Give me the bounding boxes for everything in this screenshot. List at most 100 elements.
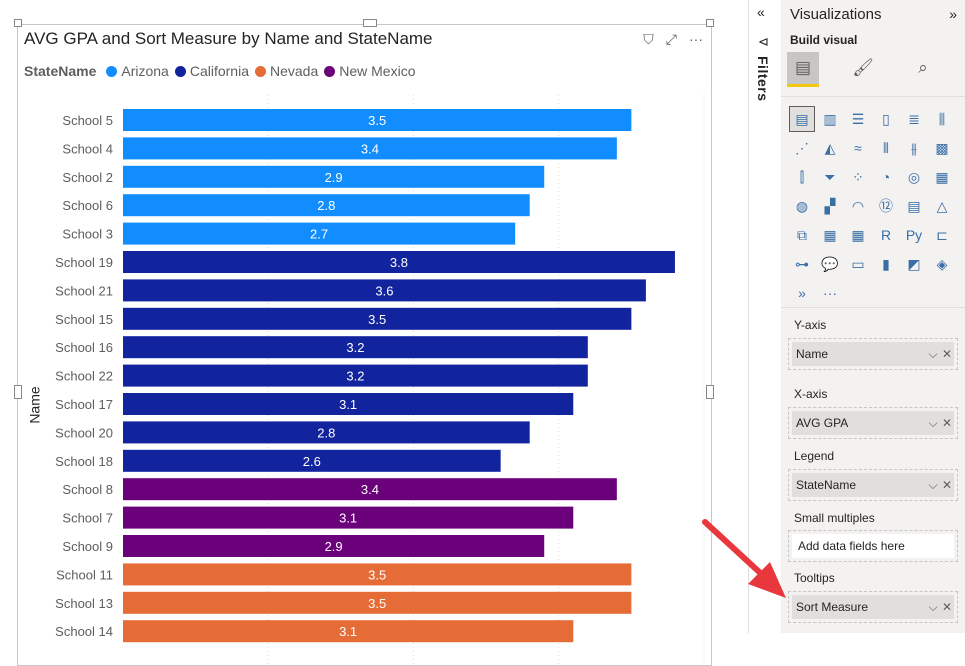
ribbon-chart-icon[interactable]: ▩: [935, 139, 949, 156]
close-icon[interactable]: ✕: [941, 478, 953, 492]
y-tick-label: School 9: [62, 539, 113, 554]
clustered-column-chart-icon[interactable]: ▯: [882, 110, 890, 127]
resize-handle-left[interactable]: [14, 385, 22, 399]
bar[interactable]: [123, 194, 530, 217]
tooltips-field-pill[interactable]: Sort Measure ⌵ ✕: [792, 595, 954, 619]
double-chevron-right-icon[interactable]: »: [949, 6, 957, 22]
donut-chart-icon[interactable]: ◎: [907, 168, 921, 185]
stacked-column-chart-icon[interactable]: ▥: [823, 110, 837, 127]
bar[interactable]: [123, 535, 545, 557]
funnel-chart-icon[interactable]: ⏷: [824, 168, 836, 185]
matrix-icon[interactable]: ▦: [851, 226, 865, 243]
resize-handle-top-left[interactable]: [14, 19, 22, 27]
bar-chart-visual[interactable]: AVG GPA and Sort Measure by Name and Sta…: [17, 24, 712, 666]
chevron-down-icon[interactable]: ⌵: [928, 477, 938, 492]
more-options-icon[interactable]: ···: [689, 31, 703, 47]
y-axis-well[interactable]: Name ⌵ ✕: [788, 338, 958, 370]
legend-field-pill[interactable]: StateName ⌵ ✕: [792, 473, 954, 497]
close-icon[interactable]: ✕: [941, 347, 953, 361]
legend-item-california[interactable]: California: [174, 63, 249, 79]
bar[interactable]: [123, 421, 530, 444]
format-visual-icon[interactable]: 🖌: [852, 58, 874, 77]
filters-label[interactable]: Filters: [755, 56, 771, 102]
analytics-icon[interactable]: ⌕: [918, 58, 928, 77]
resize-handle-top[interactable]: [363, 19, 377, 27]
pie-chart-icon[interactable]: ◔: [881, 169, 891, 185]
legend-item-new-mexico[interactable]: New Mexico: [324, 63, 416, 79]
tooltips-well[interactable]: Sort Measure ⌵ ✕: [788, 591, 958, 623]
legend-well[interactable]: StateName ⌵ ✕: [788, 469, 958, 501]
bar[interactable]: [123, 109, 632, 131]
bar[interactable]: [123, 449, 501, 472]
close-icon[interactable]: ✕: [941, 416, 953, 430]
bar[interactable]: [123, 364, 588, 387]
power-automate-icon[interactable]: ◩: [907, 255, 921, 272]
100-stacked-bar-chart-icon[interactable]: ≣: [908, 110, 920, 127]
area-chart-icon[interactable]: ◭: [824, 139, 836, 156]
chevron-down-icon[interactable]: ⌵: [928, 415, 938, 430]
legend-title: StateName: [24, 63, 97, 79]
legend-item-arizona[interactable]: Arizona: [106, 63, 169, 79]
r-visual-icon[interactable]: R: [880, 227, 892, 243]
map-icon[interactable]: ◍: [795, 197, 809, 214]
waterfall-chart-icon[interactable]: ⫿: [799, 168, 805, 185]
bar[interactable]: [123, 251, 675, 273]
power-automate-flow-icon[interactable]: »: [798, 285, 806, 301]
build-visual-icon[interactable]: ▤: [787, 52, 819, 87]
treemap-icon[interactable]: ▦: [935, 168, 949, 185]
smart-narrative-icon[interactable]: ▭: [851, 255, 865, 272]
line-chart-icon[interactable]: ⋰: [795, 139, 809, 156]
line-clustered-column-icon[interactable]: ⫴: [883, 139, 889, 156]
bar[interactable]: [123, 393, 574, 415]
scatter-chart-icon[interactable]: ⁘: [852, 168, 864, 185]
chevron-down-icon[interactable]: ⌵: [928, 599, 938, 614]
bar[interactable]: [123, 563, 632, 586]
add-data-fields-placeholder[interactable]: Add data fields here: [792, 534, 954, 558]
filter-icon[interactable]: ⛉: [643, 31, 654, 47]
line-stacked-column-icon[interactable]: ⫵: [910, 139, 918, 156]
stacked-bar-chart-icon[interactable]: ▤: [789, 106, 815, 132]
y-tick-label: School 17: [55, 397, 113, 412]
decomposition-tree-icon[interactable]: ⊶: [795, 255, 809, 272]
stacked-area-chart-icon[interactable]: ≈: [854, 140, 862, 156]
resize-handle-top-right[interactable]: [706, 19, 714, 27]
table-icon[interactable]: ▦: [823, 226, 837, 243]
chevron-down-icon[interactable]: ⌵: [928, 346, 938, 361]
y-axis-field-pill[interactable]: Name ⌵ ✕: [792, 342, 954, 366]
bar[interactable]: [123, 591, 632, 614]
divider: [781, 96, 965, 97]
bar[interactable]: [123, 336, 588, 359]
bar[interactable]: [123, 137, 617, 160]
filters-pane[interactable]: « ⊲ Filters: [748, 0, 782, 633]
double-chevron-left-icon[interactable]: «: [757, 4, 765, 20]
legend-label: Arizona: [121, 63, 169, 79]
kpi-icon[interactable]: △: [936, 197, 948, 214]
power-apps-icon[interactable]: ◈: [936, 255, 948, 272]
100-stacked-column-chart-icon[interactable]: ⫼: [938, 110, 946, 127]
bar[interactable]: [123, 279, 646, 302]
x-axis-field-pill[interactable]: AVG GPA ⌵ ✕: [792, 411, 954, 435]
more-visuals-icon[interactable]: ···: [823, 285, 837, 301]
bar[interactable]: [123, 506, 574, 529]
filled-map-icon[interactable]: ▞: [824, 197, 836, 214]
focus-mode-icon[interactable]: ⤢: [665, 31, 677, 47]
card-icon[interactable]: ⑫: [879, 198, 893, 214]
slicer-icon[interactable]: ⧉: [797, 226, 807, 243]
key-influencers-icon[interactable]: ⊏: [936, 226, 948, 243]
legend-item-nevada[interactable]: Nevada: [254, 63, 318, 79]
x-axis-well[interactable]: AVG GPA ⌵ ✕: [788, 407, 958, 439]
data-label: 2.9: [325, 170, 343, 185]
small-multiples-well[interactable]: Add data fields here: [788, 530, 958, 562]
close-icon[interactable]: ✕: [941, 600, 953, 614]
clustered-bar-chart-icon[interactable]: ☰: [851, 110, 865, 127]
gauge-icon[interactable]: ◠: [851, 197, 865, 214]
resize-handle-right[interactable]: [706, 385, 714, 399]
multi-row-card-icon[interactable]: ▤: [907, 197, 921, 214]
qna-icon[interactable]: 💬: [821, 255, 839, 272]
bar[interactable]: [123, 478, 617, 501]
bar[interactable]: [123, 307, 632, 330]
python-visual-icon[interactable]: Py: [905, 227, 923, 243]
bar[interactable]: [123, 165, 545, 188]
bar[interactable]: [123, 222, 516, 245]
paginated-report-icon[interactable]: ▮: [882, 255, 890, 272]
